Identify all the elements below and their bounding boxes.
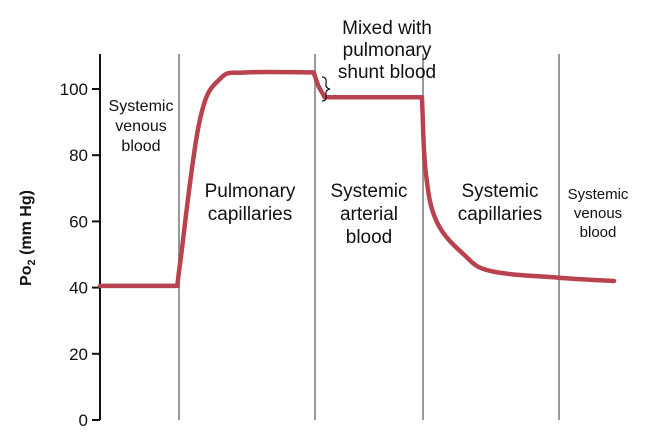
shunt-annotation-line: pulmonary <box>343 40 432 61</box>
region-label-systemic-capillaries: Systemic capillaries <box>458 181 542 225</box>
shunt-annotation-line: Mixed with <box>342 18 432 39</box>
y-tick-label: 100 <box>60 80 88 99</box>
shunt-bracket-mark <box>321 76 331 102</box>
y-ticks: 0 20 40 60 80 100 <box>60 80 100 430</box>
shunt-annotation-text: Mixed with pulmonary shunt blood <box>338 18 436 83</box>
region-label-line: Pulmonary <box>205 181 296 202</box>
region-label-line: capillaries <box>208 204 292 225</box>
region-label-systemic-venous-1: Systemic venous blood <box>109 98 174 155</box>
region-label-line: blood <box>346 227 393 248</box>
y-label-subscript: 2 <box>26 259 38 265</box>
region-label-line: Systemic <box>461 181 538 202</box>
po2-series-line <box>97 69 617 289</box>
shunt-annotation-line: shunt blood <box>338 62 436 83</box>
region-label-line: blood <box>121 138 160 155</box>
y-axis-label: Po2 (mm Hg) <box>18 190 38 286</box>
shunt-bracket <box>321 76 331 102</box>
region-label-line: capillaries <box>458 204 542 225</box>
y-tick-label: 0 <box>79 411 88 430</box>
y-tick-label: 40 <box>69 279 88 298</box>
y-tick-label: 20 <box>69 345 88 364</box>
region-label-line: venous <box>115 118 167 135</box>
po2-series <box>97 69 617 289</box>
region-label-line: Systemic <box>109 98 174 115</box>
region-label-line: arterial <box>340 204 398 225</box>
y-label-main: Po <box>18 265 35 286</box>
region-label-systemic-venous-2: Systemic venous blood <box>568 186 629 241</box>
region-label-line: Systemic <box>568 186 629 203</box>
shunt-annotation: Mixed with pulmonary shunt blood <box>338 18 436 83</box>
region-label-line: Systemic <box>330 181 407 202</box>
region-label-pulmonary-capillaries: Pulmonary capillaries <box>205 181 296 225</box>
y-tick-label: 60 <box>69 212 88 231</box>
y-tick-label: 80 <box>69 146 88 165</box>
y-label-unit: (mm Hg) <box>18 190 35 259</box>
region-label-systemic-arterial: Systemic arterial blood <box>330 181 407 248</box>
region-label-line: venous <box>574 205 622 222</box>
region-label-line: blood <box>580 224 617 241</box>
